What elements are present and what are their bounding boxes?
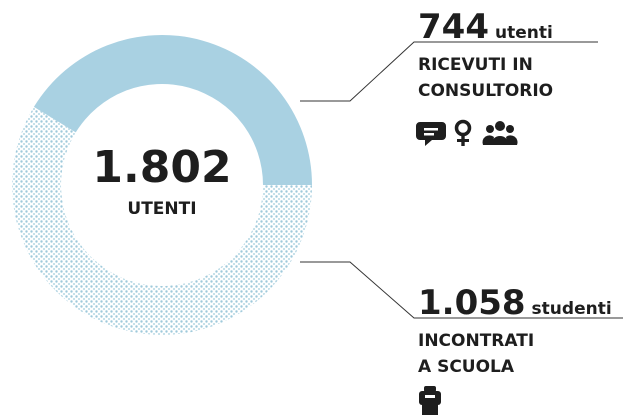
- description: A SCUOLA: [418, 357, 515, 377]
- description: CONSULTORIO: [418, 81, 553, 101]
- icon-bottom: [419, 386, 441, 415]
- center-label: UTENTI: [127, 199, 196, 219]
- value-unit: studenti: [532, 299, 612, 319]
- center-total: 1.802: [92, 142, 231, 193]
- value-label: 1.058 studenti: [418, 283, 612, 323]
- value-unit: utenti: [495, 23, 553, 43]
- description: INCONTRATI: [418, 331, 534, 351]
- leader-line: [300, 261, 623, 319]
- icons-top: [416, 119, 518, 146]
- leader-line: [300, 41, 598, 102]
- description: RICEVUTI IN: [418, 55, 533, 75]
- donut-segment: [12, 106, 313, 335]
- donut-segment: [33, 34, 313, 185]
- value-label: 744 utenti: [418, 7, 553, 47]
- value-number: 744: [418, 7, 489, 47]
- value-number: 1.058: [418, 283, 526, 323]
